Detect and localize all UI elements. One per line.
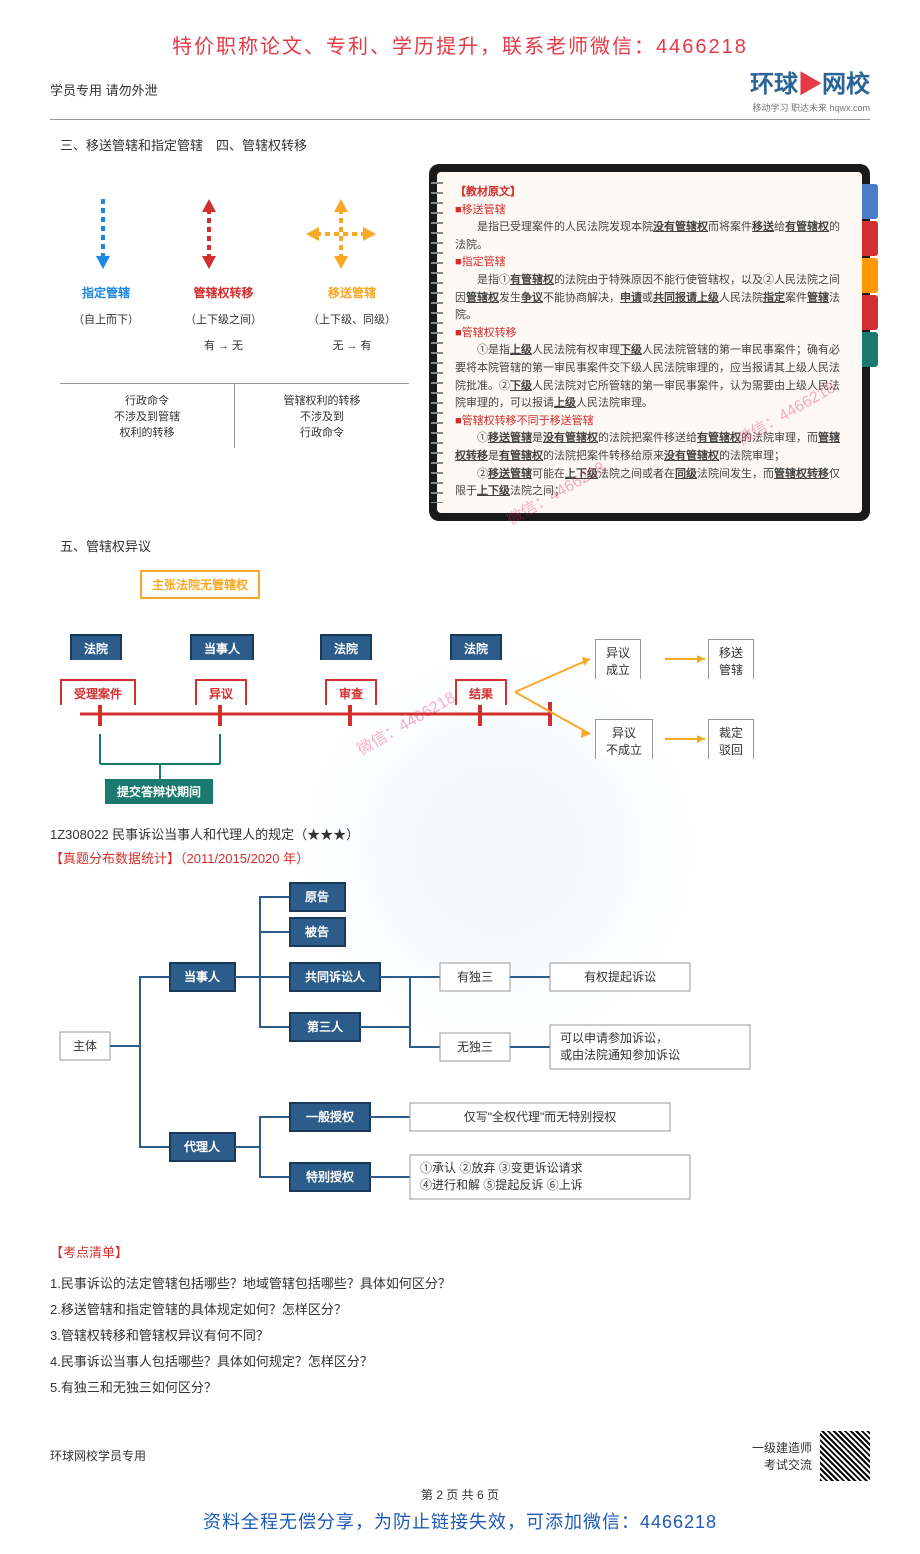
logo-part2: 网校 (822, 71, 870, 98)
col3-title: 移送管辖 (328, 284, 376, 301)
svg-text:当事人: 当事人 (184, 969, 221, 984)
col2-sub: （上下级之间） (185, 311, 262, 327)
section-34-title: 三、移送管辖和指定管辖 四、管辖权转移 (60, 135, 870, 154)
svg-text:一般授权: 一般授权 (306, 1109, 355, 1124)
svg-text:共同诉讼人: 共同诉讼人 (305, 969, 366, 984)
check-item: 4.民事诉讼当事人包括哪些？具体如何规定？怎样区分？ (50, 1349, 870, 1375)
col1-title: 指定管辖 (82, 284, 130, 301)
arrow-cross-icon (301, 194, 381, 274)
tb-s2h: ■指定管辖 (455, 254, 844, 272)
col2-row: 有 → 无 (204, 337, 243, 353)
flow-out2r: 裁定 驳回 (708, 719, 754, 759)
svg-text:①承认 ②放弃 ③变更诉讼请求: ①承认 ②放弃 ③变更诉讼请求 (420, 1160, 583, 1175)
col1-sub: （自上而下） (73, 311, 139, 327)
svg-text:仅写"全权代理"而无特别授权: 仅写"全权代理"而无特别授权 (464, 1109, 617, 1124)
checklist-title: 【考点清单】 (50, 1242, 870, 1261)
flow-top: 主张法院无管辖权 (140, 570, 260, 599)
tb-s4h: ■管辖权转移不同于移送管辖 (455, 413, 844, 431)
logo-sub: 移动学习 职达未来 hqwx.com (750, 101, 870, 114)
flow-r1: 受理案件 (60, 679, 136, 705)
header-note: 学员专用 请勿外泄 (50, 80, 158, 99)
tb-s3: ①是指上级人民法院有权审理下级人民法院管辖的第一审民事案件；确有必要将本院管辖的… (455, 342, 844, 412)
arrow-down-icon (88, 194, 118, 274)
footer-right: 一级建造师 考试交流 (752, 1439, 812, 1473)
col3-row: 无 → 有 (332, 337, 371, 353)
flow-n2: 当事人 (190, 634, 254, 660)
flow-bottom: 提交答辩状期间 (105, 779, 213, 804)
note-cell-2: 管辖权利的转移 不涉及到 行政命令 (235, 384, 409, 448)
note-cell-1: 行政命令 不涉及到管辖 权利的转移 (60, 384, 235, 448)
col2-title: 管辖权转移 (193, 284, 253, 301)
check-item: 3.管辖权转移和管辖权异议有何不同？ (50, 1323, 870, 1349)
svg-text:可以申请参加诉讼，: 可以申请参加诉讼， (560, 1030, 668, 1045)
bottom-banner: 资料全程无偿分享，为防止链接失效，可添加微信：4466218 (50, 1508, 870, 1534)
tb-s4b: ②移送管辖可能在上下级法院之间或者在同级法院间发生，而管辖权转移仅限于上下级法院… (455, 466, 844, 501)
checklist: 1.民事诉讼的法定管辖包括哪些？地域管辖包括哪些？具体如何区分？ 2.移送管辖和… (50, 1271, 870, 1401)
footer-left: 环球网校学员专用 (50, 1447, 146, 1464)
svg-text:被告: 被告 (305, 924, 329, 939)
stats-line: 【真题分布数据统计】（2011/2015/2020 年） (50, 848, 870, 867)
top-banner: 特价职称论文、专利、学历提升，联系老师微信：4466218 (50, 30, 870, 59)
tb-s3h: ■管辖权转移 (455, 325, 844, 343)
tb-title: 【教材原文】 (455, 184, 844, 202)
svg-text:特别授权: 特别授权 (306, 1169, 355, 1184)
flow-out1: 异议 成立 (595, 639, 641, 679)
svg-text:有权提起诉讼: 有权提起诉讼 (584, 969, 656, 984)
tb-s1: 是指已受理案件的人民法院发现本院没有管辖权而将案件移送给有管辖权的法院。 (455, 219, 844, 254)
svg-text:第三人: 第三人 (307, 1019, 344, 1034)
flow-r2: 异议 (195, 679, 247, 705)
svg-text:有独三: 有独三 (457, 970, 493, 984)
logo-part1: 环球 (750, 71, 798, 98)
check-item: 1.民事诉讼的法定管辖包括哪些？地域管辖包括哪些？具体如何区分？ (50, 1271, 870, 1297)
tb-s2: 是指①有管辖权的法院由于特殊原因不能行使管辖权，以及②人民法院之间因管辖权发生争… (455, 272, 844, 325)
qr-icon (820, 1431, 870, 1481)
svg-text:或由法院通知参加诉讼: 或由法院通知参加诉讼 (560, 1047, 680, 1062)
col3-sub: （上下级、同级） (308, 311, 396, 327)
check-item: 2.移送管辖和指定管辖的具体规定如何？怎样区分？ (50, 1297, 870, 1323)
tb-s1h: ■移送管辖 (455, 202, 844, 220)
flow-n4: 法院 (450, 634, 502, 660)
header: 学员专用 请勿外泄 环球▶网校 移动学习 职达未来 hqwx.com (50, 64, 870, 120)
footer: 环球网校学员专用 一级建造师 考试交流 (50, 1431, 870, 1481)
check-item: 5.有独三和无独三如何区分？ (50, 1375, 870, 1401)
flow-out1r: 移送 管辖 (708, 639, 754, 679)
svg-text:原告: 原告 (305, 889, 329, 904)
subject-tree: 主体 当事人 原告 被告 共同诉讼人 第三人 有独三 有权提起诉讼 无独三 可以… (50, 877, 870, 1222)
svg-text:代理人: 代理人 (183, 1139, 221, 1154)
tb-s4a: ①移送管辖是没有管辖权的法院把案件移送给有管辖权的法院审理，而管辖权转移是有管辖… (455, 430, 844, 465)
code-line: 1Z308022 民事诉讼当事人和代理人的规定（★★★） (50, 824, 870, 843)
flow-r4: 结果 (455, 679, 507, 705)
logo: 环球▶网校 移动学习 职达未来 hqwx.com (750, 64, 870, 114)
section-5-title: 五、管辖权异议 (60, 536, 870, 555)
arrows-diagram: 指定管辖 （自上而下） 管辖权转移 （上下级之间） 有 → 无 移送管辖 （上下级、同级… (50, 164, 419, 521)
textbook-tabs (860, 184, 878, 367)
objection-flow: 主张法院无管辖权 法院 当事人 法院 法院 受理案件 异议 审查 结果 提交答辩… (50, 570, 870, 809)
note-table: 行政命令 不涉及到管辖 权利的转移 管辖权利的转移 不涉及到 行政命令 (60, 383, 409, 448)
svg-text:无独三: 无独三 (457, 1040, 493, 1054)
svg-text:④进行和解 ⑤提起反诉 ⑥上诉: ④进行和解 ⑤提起反诉 ⑥上诉 (420, 1177, 583, 1192)
textbook-card: 【教材原文】 ■移送管辖 是指已受理案件的人民法院发现本院没有管辖权而将案件移送… (429, 164, 870, 521)
flow-r3: 审查 (325, 679, 377, 705)
flow-out2: 异议 不成立 (595, 719, 653, 759)
page-number: 第 2 页 共 6 页 (50, 1486, 870, 1503)
flow-n1: 法院 (70, 634, 122, 660)
arrow-updown-icon (194, 194, 224, 274)
svg-text:主体: 主体 (73, 1039, 97, 1053)
flow-n3: 法院 (320, 634, 372, 660)
